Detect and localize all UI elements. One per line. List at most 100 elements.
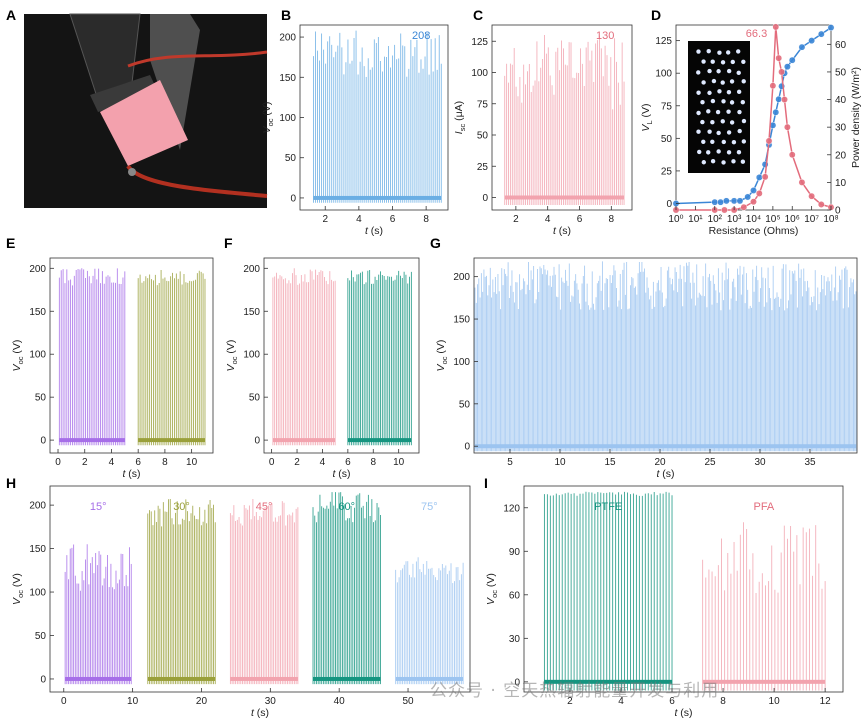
y-axis-label-g: Voc (V) <box>435 340 449 372</box>
x-tick-label: 6 <box>135 457 141 468</box>
inset-led-dot <box>710 139 715 144</box>
inset-led-dot <box>701 59 706 64</box>
y-tick-label: 50 <box>249 393 261 404</box>
panel-letters: A B C D E F G H I <box>6 7 661 491</box>
inset-led-dot <box>731 140 737 145</box>
data-point <box>775 54 783 62</box>
data-point <box>736 197 744 205</box>
inset-led-dot <box>736 89 742 95</box>
x-axis-label-b-text: t (s) <box>365 225 383 237</box>
x-tick-label: 8 <box>609 214 615 225</box>
watermark-text: 公众号 · 空天热辐射能量开发与利用 <box>430 681 720 701</box>
panel-letter-h: H <box>6 475 16 491</box>
x-tick-label: 10 <box>769 696 781 707</box>
series-label: PFA <box>753 501 774 513</box>
x-tick-label: 10 <box>127 696 139 707</box>
panel-letter-i: I <box>484 475 488 491</box>
y2-axis-label-d: Power density (W/m²) <box>850 67 862 168</box>
y-tick-label: 75 <box>477 99 489 110</box>
inset-led-dot <box>720 119 725 124</box>
inset-led-dot <box>710 158 716 164</box>
y-tick-label: 50 <box>661 134 673 145</box>
x-tick-label: 2 <box>322 214 328 225</box>
y-tick-label: 100 <box>29 350 46 361</box>
panel-d: 10⁰ 10¹ 10² 10³ 10⁴ 10⁵ 10⁶ 10⁷ 10⁸0255075100125… <box>640 23 862 237</box>
inset-led-dot <box>700 119 705 125</box>
data-point <box>827 24 835 32</box>
x-tick-label: 30 <box>265 696 277 707</box>
series-pfa-i <box>702 522 826 691</box>
panel-letter-e: E <box>6 235 15 251</box>
x-axis-label-e: t (s) <box>122 468 140 480</box>
y-axis-label-c: Isc (μA) <box>453 101 467 134</box>
x-tick-label: 30 <box>754 457 766 468</box>
y-tick-label: 150 <box>243 307 260 318</box>
x-tick-label: 2 <box>294 457 300 468</box>
baseline-mark <box>59 438 125 443</box>
series-voc-g <box>474 261 857 452</box>
y-axis-label-h-text: Voc (V) <box>11 573 25 605</box>
inset-led-dot <box>741 139 747 144</box>
y-tick-label: 25 <box>477 162 489 173</box>
baseline-mark <box>313 195 442 200</box>
series-15-h <box>64 544 132 685</box>
data-point <box>788 56 796 64</box>
inset-led-dot <box>696 129 701 134</box>
y-tick-label: 100 <box>29 588 46 599</box>
series-power-density <box>672 23 835 214</box>
series-label: 75° <box>421 501 438 513</box>
x-tick-label: 10⁵ <box>765 214 780 225</box>
x-tick-label: 4 <box>545 214 551 225</box>
x-tick-label: 10 <box>554 457 566 468</box>
x-tick-label: 10⁷ <box>804 214 819 225</box>
series-segment2-f <box>347 270 412 446</box>
series-ptfe-i <box>543 491 673 691</box>
series-isc-c <box>504 35 625 205</box>
x-tick-label: 8 <box>423 214 429 225</box>
data-point <box>817 201 825 208</box>
x-tick-label: 10² <box>708 214 723 225</box>
inset-led-dot <box>729 100 735 105</box>
x-axis-label-f: t (s) <box>332 468 350 480</box>
data-point <box>775 95 783 103</box>
y-tick-label: 90 <box>509 547 521 558</box>
data-point <box>808 192 816 200</box>
inset-led-dot <box>740 159 746 164</box>
data-point <box>744 193 752 201</box>
x-tick-label: 20 <box>196 696 208 707</box>
y-tick-label: 150 <box>29 307 46 318</box>
y-axis-label-b: Voc (V) <box>261 102 275 134</box>
inset-led-dot <box>726 150 732 155</box>
inset-led-dot <box>696 49 701 54</box>
inset-led-dot <box>715 109 721 115</box>
x-tick-label: 35 <box>804 457 816 468</box>
y-tick-label: 0 <box>514 677 520 688</box>
y-tick-label: 100 <box>655 69 672 80</box>
y-tick-label: 30 <box>509 634 521 645</box>
data-point <box>750 187 757 194</box>
y-axis-label-d: VL (V) <box>640 103 654 131</box>
peak-value-label: 208 <box>412 30 430 42</box>
x-tick-label: 2 <box>82 457 88 468</box>
panel-c: 2 4 6 8 0 25 50 75 100 125 t (s) Isc (μA) 130 <box>453 24 633 237</box>
y-tick-label: 0 <box>254 436 260 447</box>
baseline-mark <box>702 679 826 684</box>
data-point <box>783 123 791 131</box>
x-axis-label-i-text: t (s) <box>674 707 692 719</box>
x-axis-label-f-text: t (s) <box>332 468 350 480</box>
x-axis-label-c-text: t (s) <box>553 225 571 237</box>
x-axis-label-c: t (s) <box>553 225 571 237</box>
inset-led-dot <box>741 118 747 124</box>
y-tick-label: 150 <box>29 544 46 555</box>
panel-letter-c: C <box>473 7 483 23</box>
data-point <box>717 198 725 206</box>
ticks-h: 0 10 20 30 40 50 0 50 100 150 200 <box>29 501 414 707</box>
inset-led-dot <box>721 160 726 165</box>
inset-led-dot <box>710 120 715 125</box>
inset-led-dot <box>716 149 721 154</box>
data-point <box>769 82 777 90</box>
data-point <box>750 198 757 206</box>
series-segment1-f <box>272 268 336 446</box>
